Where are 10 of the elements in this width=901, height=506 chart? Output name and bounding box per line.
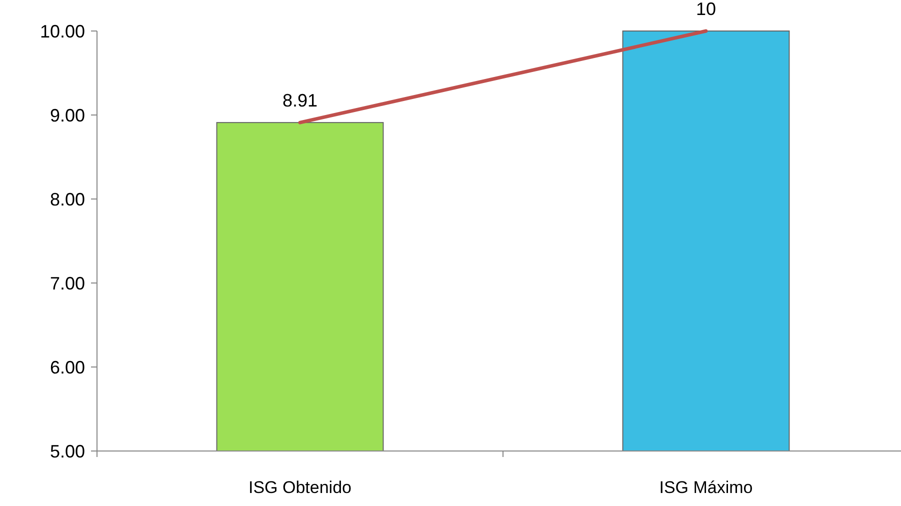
x-tick-label: ISG Obtenido	[248, 478, 352, 497]
y-tick-label: 5.00	[50, 441, 85, 462]
y-tick-label: 6.00	[50, 357, 85, 378]
data-label: 8.91	[282, 90, 318, 111]
y-tick-label: 10.00	[40, 21, 85, 42]
data-label: 10	[696, 0, 716, 19]
y-tick-label: 7.00	[50, 273, 85, 294]
x-tick-label: ISG Máximo	[659, 478, 753, 497]
y-tick-label: 9.00	[50, 105, 85, 126]
y-tick-label: 8.00	[50, 189, 85, 210]
